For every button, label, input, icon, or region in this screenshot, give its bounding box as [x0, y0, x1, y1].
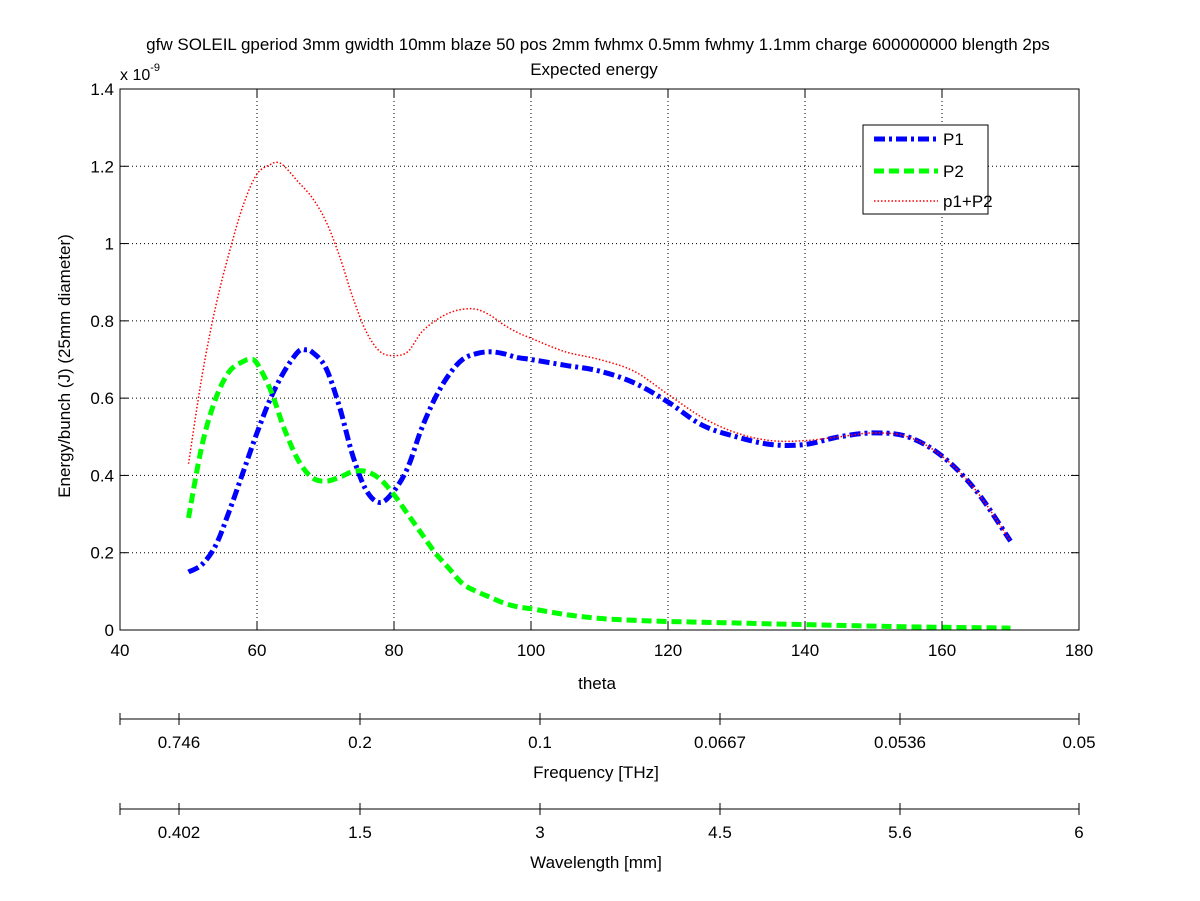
wavelength-axis-label: Wavelength [mm]	[530, 853, 662, 872]
y-tick-label: 0.4	[90, 466, 114, 485]
legend-label-p1p2: p1+P2	[943, 192, 993, 211]
x-tick-label: 120	[654, 641, 682, 660]
y-exponent-label: x 10-9	[120, 62, 160, 84]
frequency-tick-label: 0.0536	[874, 733, 926, 752]
legend-label-p1: P1	[943, 130, 964, 149]
x-tick-label: 80	[385, 641, 404, 660]
chart-title: gfw SOLEIL gperiod 3mm gwidth 10mm blaze…	[146, 35, 1050, 54]
wavelength-axis: 0.402 1.5 3 4.5 5.6 6 Wavelength [mm]	[119, 803, 1084, 872]
wavelength-tick-label: 0.402	[158, 823, 201, 842]
legend: P1 P2 p1+P2	[862, 124, 993, 215]
y-tick-label: 0.8	[90, 312, 114, 331]
frequency-tick-label: 0.05	[1062, 733, 1095, 752]
wavelength-tick-label: 5.6	[888, 823, 912, 842]
series-lines	[186, 161, 1013, 631]
frequency-axis: 0.746 0.2 0.1 0.0667 0.0536 0.05 Frequen…	[119, 713, 1096, 782]
axis-ticks	[119, 88, 1080, 631]
plot-area	[119, 88, 1080, 631]
frequency-tick-label: 0.1	[528, 733, 552, 752]
x-tick-label: 100	[517, 641, 545, 660]
frequency-tick-label: 0.0667	[694, 733, 746, 752]
x-tick-label: 140	[791, 641, 819, 660]
wavelength-tick-label: 4.5	[708, 823, 732, 842]
y-tick-labels: 0 0.2 0.4 0.6 0.8 1 1.2 1.4	[90, 80, 114, 640]
series-line-p1-p2	[187, 161, 1012, 542]
wavelength-tick-label: 1.5	[348, 823, 372, 842]
y-tick-label: 1	[105, 235, 114, 254]
y-tick-label: 1.4	[90, 80, 114, 99]
y-tick-label: 0.2	[90, 544, 114, 563]
x-tick-labels: 40 60 80 100 120 140 160 180	[111, 641, 1094, 660]
frequency-axis-label: Frequency [THz]	[533, 763, 659, 782]
x-tick-label: 180	[1065, 641, 1093, 660]
series-line-p2	[186, 356, 1011, 631]
y-tick-label: 1.2	[90, 157, 114, 176]
wavelength-tick-label: 6	[1074, 823, 1083, 842]
frequency-tick-label: 0.746	[158, 733, 201, 752]
legend-label-p2: P2	[943, 162, 964, 181]
x-axis-label: theta	[578, 674, 616, 693]
y-tick-label: 0	[105, 621, 114, 640]
wavelength-tick-label: 3	[535, 823, 544, 842]
chart-subtitle: Expected energy	[530, 60, 658, 79]
frequency-tick-label: 0.2	[348, 733, 372, 752]
plot-frame	[119, 88, 1080, 631]
x-tick-label: 160	[928, 641, 956, 660]
y-exponent-base: x 10	[120, 67, 150, 84]
y-exponent-power: -9	[150, 62, 160, 74]
x-tick-label: 60	[248, 641, 267, 660]
y-axis-label: Energy/bunch (J) (25mm diameter)	[55, 234, 74, 498]
x-tick-label: 40	[111, 641, 130, 660]
series-line-p1	[187, 346, 1013, 575]
y-tick-label: 0.6	[90, 389, 114, 408]
